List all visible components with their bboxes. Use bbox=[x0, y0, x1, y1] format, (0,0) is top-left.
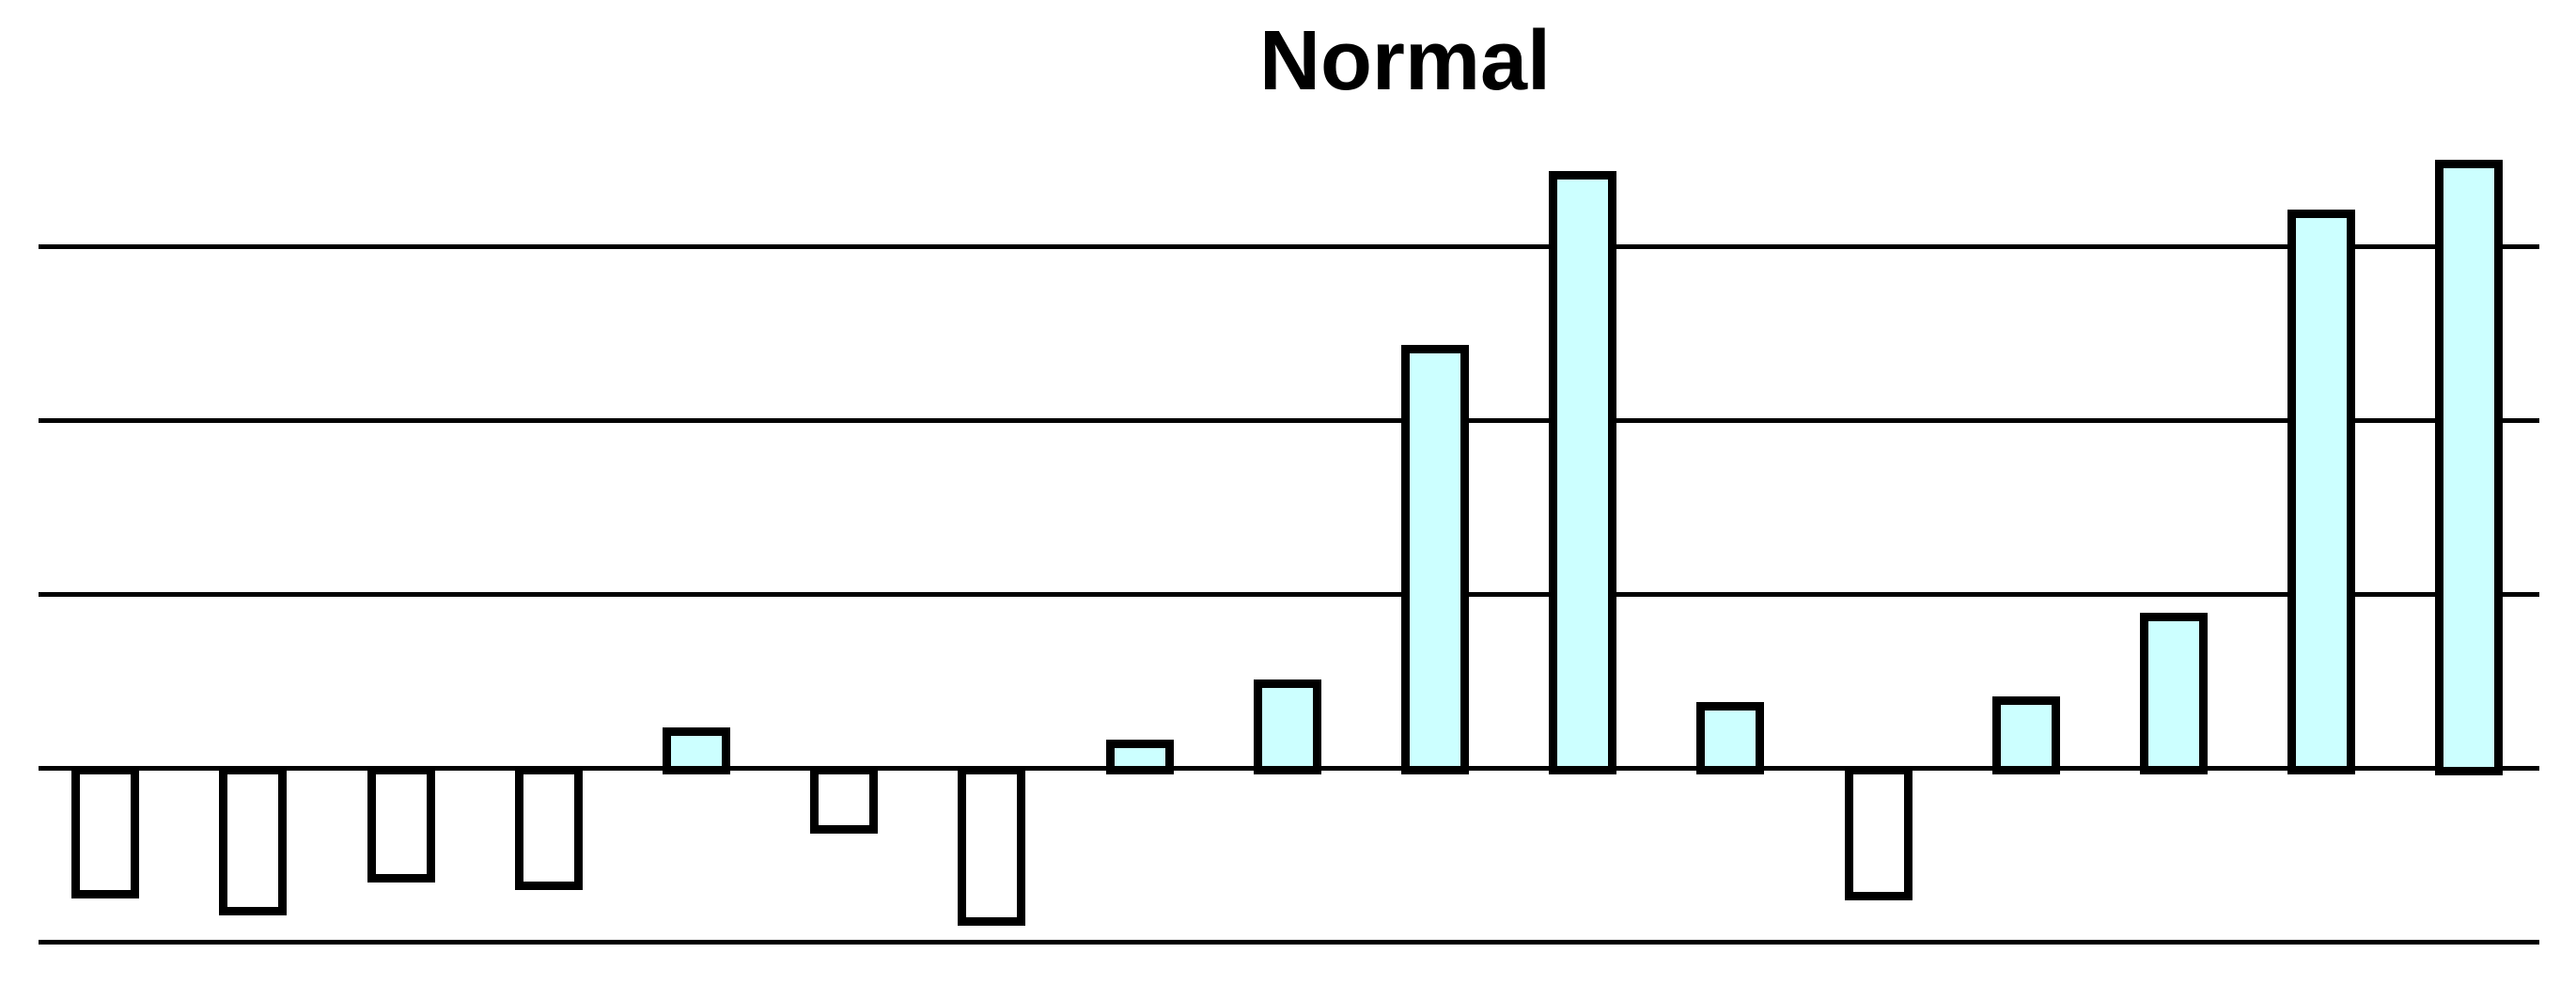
bar bbox=[810, 766, 878, 834]
bar bbox=[1696, 702, 1764, 774]
bar bbox=[515, 766, 583, 890]
bar bbox=[1401, 345, 1469, 774]
bar bbox=[219, 766, 287, 915]
bar bbox=[958, 766, 1025, 926]
bar bbox=[2287, 210, 2355, 774]
bar bbox=[1549, 171, 1616, 774]
bar bbox=[1992, 696, 2060, 774]
bar bbox=[71, 766, 139, 898]
gridline bbox=[39, 940, 2539, 945]
bar bbox=[367, 766, 435, 882]
bar bbox=[1845, 766, 1912, 900]
bar bbox=[2435, 160, 2503, 775]
gridline bbox=[39, 418, 2539, 423]
chart-title: Normal bbox=[1258, 14, 1552, 108]
bar bbox=[1254, 679, 1321, 774]
gridline bbox=[39, 244, 2539, 249]
bar bbox=[1106, 740, 1174, 774]
bar bbox=[2140, 613, 2208, 774]
gridline bbox=[39, 592, 2539, 597]
bar bbox=[663, 727, 730, 774]
